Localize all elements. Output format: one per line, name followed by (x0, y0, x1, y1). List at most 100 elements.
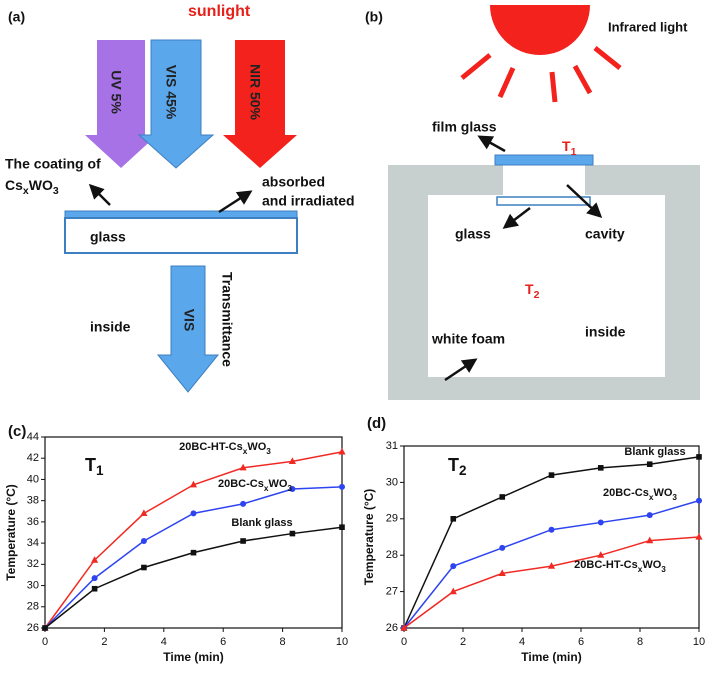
marker (499, 544, 506, 551)
line (44, 451, 343, 629)
y-tick-label: 27 (386, 586, 398, 598)
foam-label: white foam (431, 331, 505, 347)
marker (547, 562, 556, 569)
y-tick-label: 38 (27, 495, 39, 507)
coating-label: CsxWO3 (5, 177, 59, 197)
x-tick-label: 8 (637, 636, 643, 648)
transmittance-label: Transmittance (219, 272, 235, 367)
annotation: T1 (85, 455, 104, 478)
coating (64, 210, 298, 219)
pointer (88, 183, 111, 206)
series-label: Blank glass (624, 446, 685, 458)
sun (490, 5, 590, 55)
marker (449, 587, 457, 595)
y-tick-label: 29 (386, 513, 398, 525)
marker (499, 494, 506, 500)
absorbed-label: absorbed (262, 174, 325, 190)
series-label: 20BC-CsxWO3 (218, 478, 292, 493)
marker (91, 575, 98, 582)
series-label: 20BC-HT-CsxWO3 (574, 559, 666, 574)
marker (239, 463, 247, 471)
panel-a: (a) sunlight UV 5% VIS 45% NIR 50% glass… (5, 3, 355, 393)
pointer (502, 207, 531, 229)
glass (496, 196, 591, 206)
x-tick-label: 10 (336, 636, 348, 648)
x-tick-label: 2 (101, 636, 107, 648)
marker (597, 519, 604, 526)
x-tick-label: 0 (42, 636, 48, 648)
panel-label: (a) (8, 9, 25, 25)
film-glass (494, 154, 594, 166)
y-tick-label: 31 (386, 440, 398, 452)
series-label: 20BC-HT-CsxWO3 (179, 441, 271, 456)
series-label: Blank glass (231, 517, 292, 529)
y-tick-label: 30 (27, 579, 39, 591)
beam-label: VIS 45% (163, 65, 179, 120)
marker (42, 625, 48, 631)
annotation: T2 (448, 455, 467, 478)
beam-label: VIS (181, 309, 197, 332)
y-tick-label: 36 (27, 516, 39, 528)
chart: 26 28 30 32 34 36 38 40 42 44 0 2 4 6 8 10 Time (min) Tem… (4, 423, 348, 664)
x-tick-label: 6 (220, 636, 226, 648)
series-label: 20BC-CsxWO3 (603, 487, 677, 502)
x-tick-label: 4 (161, 636, 167, 648)
marker (141, 564, 147, 571)
x-tick-label: 6 (578, 636, 584, 648)
pointer (566, 184, 603, 219)
marker (289, 485, 296, 492)
y-tick-label: 26 (27, 622, 39, 634)
marker (90, 556, 99, 563)
y-axis-label: Temperature (°C) (4, 484, 18, 581)
uv-arrow (85, 40, 157, 168)
marker (289, 530, 296, 537)
vis-arrow (137, 39, 215, 169)
line (403, 536, 700, 629)
pointer (444, 358, 478, 382)
glass-label: glass (455, 226, 491, 242)
marker (140, 537, 147, 544)
x-axis-label: Time (min) (521, 650, 581, 664)
marker (339, 524, 345, 530)
marker (646, 461, 653, 467)
marker (646, 536, 654, 544)
source-label: sunlight (188, 3, 251, 20)
y-tick-label: 28 (27, 601, 39, 613)
line (44, 486, 343, 629)
y-tick-label: 34 (27, 537, 39, 549)
beam-label: UV 5% (108, 70, 124, 114)
cavity-label: cavity (585, 226, 625, 242)
panel-label: (d) (367, 415, 386, 432)
absorbed-label: and irradiated (262, 193, 355, 209)
marker (548, 526, 555, 533)
marker (696, 454, 702, 460)
t1-label: T1 (562, 138, 577, 158)
y-axis-label: Temperature (°C) (362, 489, 376, 586)
marker (400, 624, 408, 631)
marker (339, 483, 345, 490)
coating-label: The coating of (5, 156, 101, 172)
inside-label: inside (90, 319, 131, 335)
pointer (218, 190, 253, 214)
x-tick-label: 8 (280, 636, 286, 648)
panel-b: (b) Infrared light film glass T1 glass c… (365, 5, 700, 400)
line (403, 456, 700, 629)
marker (140, 509, 148, 516)
marker (450, 516, 457, 522)
marker (190, 549, 197, 556)
marker (338, 447, 346, 455)
marker (597, 465, 604, 471)
y-tick-label: 42 (27, 452, 39, 464)
nir-arrow (223, 40, 297, 168)
marker (190, 510, 197, 517)
marker (696, 497, 702, 504)
pointer (477, 135, 506, 153)
line (44, 526, 343, 629)
inside-label: inside (585, 324, 626, 340)
plot-frame (44, 436, 343, 629)
y-tick-label: 40 (27, 473, 39, 485)
marker (288, 457, 297, 465)
marker (597, 551, 605, 558)
glass-label: glass (90, 229, 126, 245)
panel-label: (c) (8, 423, 26, 440)
